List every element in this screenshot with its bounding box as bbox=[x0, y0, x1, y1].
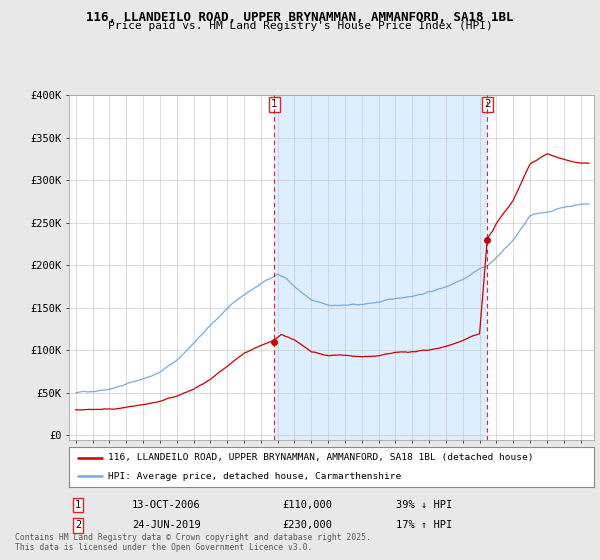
Text: 1: 1 bbox=[75, 500, 81, 510]
Text: 116, LLANDEILO ROAD, UPPER BRYNAMMAN, AMMANFORD, SA18 1BL: 116, LLANDEILO ROAD, UPPER BRYNAMMAN, AM… bbox=[86, 11, 514, 24]
Bar bbox=[274, 95, 487, 440]
Text: 13-OCT-2006: 13-OCT-2006 bbox=[132, 500, 201, 510]
Text: 24-JUN-2019: 24-JUN-2019 bbox=[132, 520, 201, 530]
Text: 39% ↓ HPI: 39% ↓ HPI bbox=[396, 500, 452, 510]
Text: Price paid vs. HM Land Registry's House Price Index (HPI): Price paid vs. HM Land Registry's House … bbox=[107, 21, 493, 31]
Text: 1: 1 bbox=[271, 100, 277, 109]
Text: Contains HM Land Registry data © Crown copyright and database right 2025.
This d: Contains HM Land Registry data © Crown c… bbox=[15, 533, 371, 552]
Text: HPI: Average price, detached house, Carmarthenshire: HPI: Average price, detached house, Carm… bbox=[109, 472, 401, 481]
Text: £110,000: £110,000 bbox=[282, 500, 332, 510]
Text: 17% ↑ HPI: 17% ↑ HPI bbox=[396, 520, 452, 530]
Text: 2: 2 bbox=[484, 100, 491, 109]
Text: £230,000: £230,000 bbox=[282, 520, 332, 530]
Text: 2: 2 bbox=[75, 520, 81, 530]
Text: 116, LLANDEILO ROAD, UPPER BRYNAMMAN, AMMANFORD, SA18 1BL (detached house): 116, LLANDEILO ROAD, UPPER BRYNAMMAN, AM… bbox=[109, 453, 534, 462]
